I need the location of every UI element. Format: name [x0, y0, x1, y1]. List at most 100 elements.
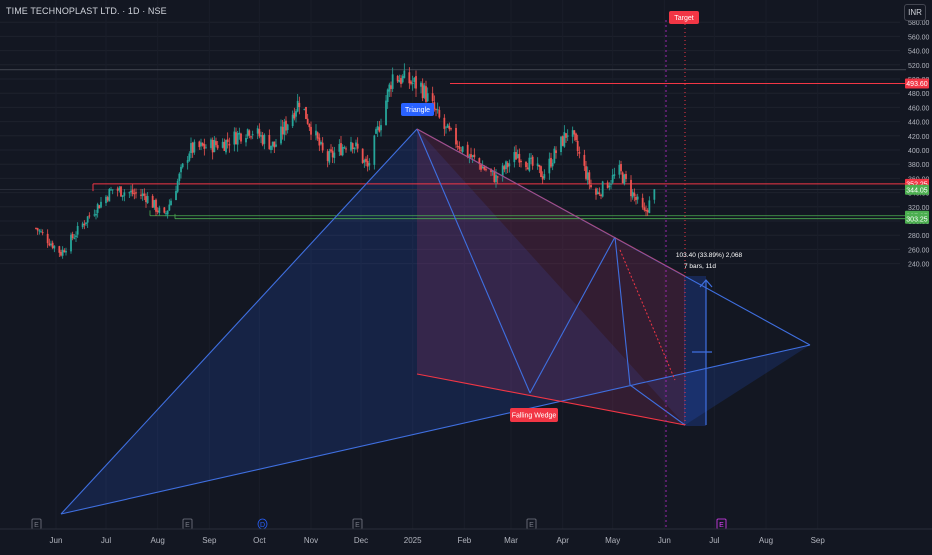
- candle-body: [376, 126, 379, 130]
- measure-label-2: 7 bars, 11d: [684, 263, 716, 270]
- candle-body: [131, 189, 134, 194]
- candle-body: [620, 163, 622, 172]
- pattern-line: [416, 128, 531, 394]
- candle-body: [63, 250, 66, 253]
- candle-body: [403, 70, 406, 78]
- candle-body: [515, 152, 517, 160]
- candle-body: [93, 214, 96, 216]
- candle-body: [375, 129, 377, 134]
- pattern-lines: [60, 20, 811, 529]
- candle-body: [106, 197, 109, 201]
- candle-body: [431, 93, 434, 101]
- candle-body: [621, 172, 624, 183]
- candle-body: [623, 174, 626, 185]
- candle-body: [163, 207, 166, 213]
- candle-body: [531, 156, 534, 166]
- pattern-line: [614, 236, 631, 386]
- candle-body: [563, 132, 566, 147]
- price-tick-label: 540.00: [908, 49, 930, 56]
- candle-body: [210, 139, 212, 148]
- triangle-label: Triangle: [405, 107, 430, 114]
- candle-body: [121, 195, 124, 198]
- currency-button[interactable]: INR: [904, 4, 926, 21]
- candle-body: [261, 135, 264, 145]
- candle-body: [216, 145, 219, 149]
- candle-body: [165, 213, 167, 215]
- candle-body: [145, 196, 147, 203]
- candle-body: [100, 201, 102, 208]
- candle-body: [88, 215, 91, 217]
- annotations: Triangle Falling Wedge Target 103.40 (33.89…: [31, 11, 743, 530]
- candle-body: [213, 139, 216, 153]
- candle-body: [326, 151, 329, 161]
- price-axis: 240.00260.00280.00300.00320.00340.00360.…: [905, 20, 930, 269]
- candle-body: [251, 134, 254, 136]
- candle-body: [246, 129, 249, 137]
- candle-body: [308, 123, 311, 128]
- candle-body: [460, 149, 462, 151]
- candle-body: [256, 128, 259, 134]
- price-tick-label: 320.00: [908, 205, 930, 212]
- candle-body: [83, 223, 86, 226]
- time-tick-label: Jul: [101, 536, 111, 545]
- candle-body: [588, 172, 591, 184]
- candle-body: [238, 132, 241, 135]
- candle-body: [483, 166, 486, 170]
- event-badge-label: D: [260, 522, 265, 529]
- candle-body: [553, 148, 556, 164]
- candle-body: [461, 146, 464, 152]
- candle-body: [105, 196, 107, 204]
- candle-body: [71, 233, 74, 239]
- candle-body: [368, 163, 371, 166]
- candle-body: [575, 133, 577, 141]
- candle-body: [341, 146, 344, 156]
- candle-body: [236, 133, 239, 145]
- candle-body: [653, 189, 656, 200]
- candle-body: [190, 143, 192, 154]
- dotted-drop: [619, 249, 676, 381]
- candle-body: [361, 148, 364, 164]
- candle-body: [96, 204, 99, 213]
- price-tick-label: 380.00: [908, 162, 930, 169]
- candle-body: [263, 134, 266, 144]
- candle-body: [245, 137, 247, 143]
- candle-body: [133, 193, 136, 195]
- price-label: 344.05: [906, 187, 928, 194]
- candle-body: [458, 146, 461, 149]
- candle-body: [401, 76, 404, 83]
- candle-body: [186, 160, 189, 163]
- target-label: Target: [674, 15, 694, 22]
- candle-body: [283, 121, 286, 135]
- candle-body: [438, 110, 441, 118]
- candle-body: [576, 141, 579, 151]
- candle-body: [398, 79, 401, 83]
- candle-body: [60, 251, 62, 256]
- time-tick-label: 2025: [404, 536, 422, 545]
- time-axis: Jun Jul Aug Sep Oct Nov Dec 2025 Feb Mar Apr May Jun…: [0, 528, 932, 545]
- measure-box: [684, 276, 706, 426]
- candle-body: [153, 200, 156, 208]
- measure-label-1: 103.40 (33.89%) 2,068: [676, 252, 743, 259]
- candle-body: [530, 157, 532, 159]
- candle-body: [583, 154, 586, 166]
- candle-body: [425, 86, 427, 102]
- candle-body: [385, 100, 387, 125]
- price-tick-label: 280.00: [908, 233, 930, 240]
- candle-body: [343, 147, 346, 149]
- wedge-upper: [416, 128, 686, 277]
- candle-body: [305, 106, 307, 119]
- candle-body: [193, 141, 196, 153]
- candle-body: [81, 223, 84, 228]
- candle-body: [328, 150, 331, 163]
- event-badge-label: E: [355, 522, 360, 529]
- time-tick-label: Aug: [151, 536, 165, 545]
- candle-body: [520, 161, 522, 163]
- candle-body: [528, 157, 531, 171]
- candle-body: [95, 213, 97, 216]
- price-tick-label: 480.00: [908, 91, 930, 98]
- candle-body: [268, 134, 271, 150]
- candle-body: [128, 192, 131, 194]
- time-tick-label: Aug: [759, 536, 773, 545]
